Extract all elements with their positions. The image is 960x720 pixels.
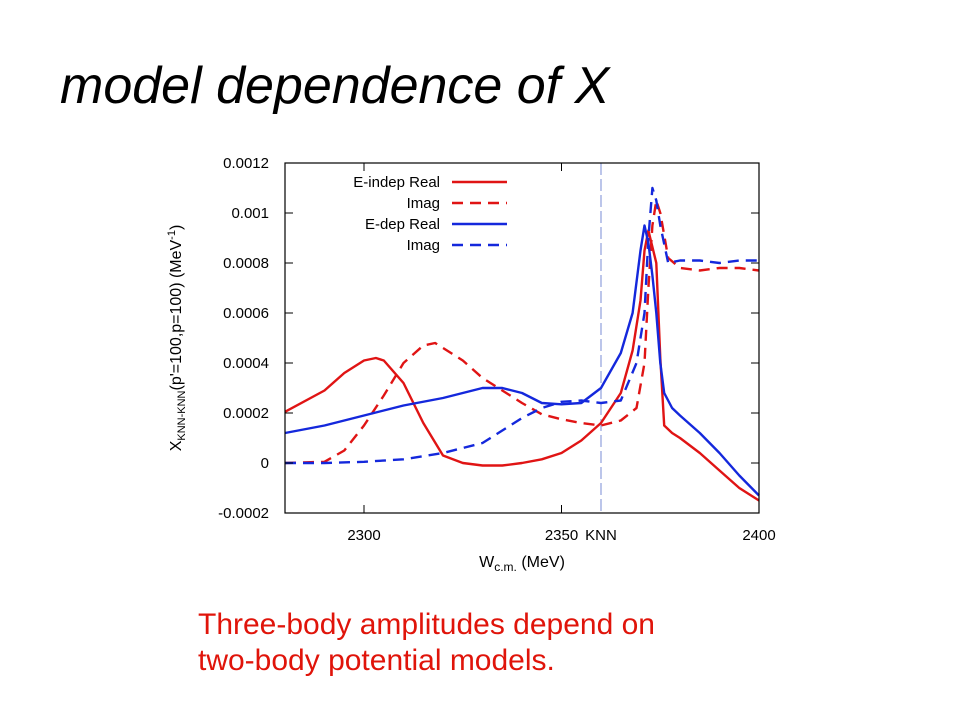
y-tick-label: 0.0002 — [223, 405, 269, 422]
legend-label-4: Imag — [407, 237, 440, 254]
series-line-1 — [284, 229, 760, 502]
y-tick-label: 0.0008 — [223, 255, 269, 272]
y-tick-label: 0.0012 — [223, 155, 269, 172]
x-tick-label: 2300 — [347, 527, 380, 544]
legend-label-3: E-dep Real — [365, 216, 440, 233]
series-line-4 — [285, 186, 759, 465]
threshold-label: KNN — [585, 527, 617, 544]
y-axis-label: XKNN-KNN(p'=100,p=100) (MeV-1) — [166, 225, 188, 452]
series-line-3 — [284, 224, 760, 497]
legend-label-1: E-indep Real — [353, 174, 440, 191]
caption-line-2: two-body potential models. — [198, 644, 555, 677]
legend-label-2: Imag — [407, 195, 440, 212]
x-tick-label: 2400 — [742, 527, 775, 544]
y-tick-label: 0.0004 — [223, 355, 269, 372]
caption-line-1: Three-body amplitudes depend on — [198, 608, 655, 641]
plot-area: -0.0002 0 0.0002 0.0004 0.0006 0.0008 0.001 0.0… — [166, 155, 776, 574]
x-tick-label: 2350 — [545, 527, 578, 544]
caption: Three-body amplitudes depend on two-body… — [198, 607, 818, 679]
y-tick-label: 0.0006 — [223, 305, 269, 322]
page-title: model dependence of X — [60, 57, 610, 115]
plot-frame — [284, 162, 760, 514]
series-line-2 — [284, 199, 760, 465]
y-tick-label: -0.0002 — [218, 505, 269, 522]
x-axis-label: Wc.m. (MeV) — [479, 554, 565, 574]
y-tick-label: 0 — [261, 455, 269, 472]
y-tick-label: 0.001 — [231, 205, 269, 222]
